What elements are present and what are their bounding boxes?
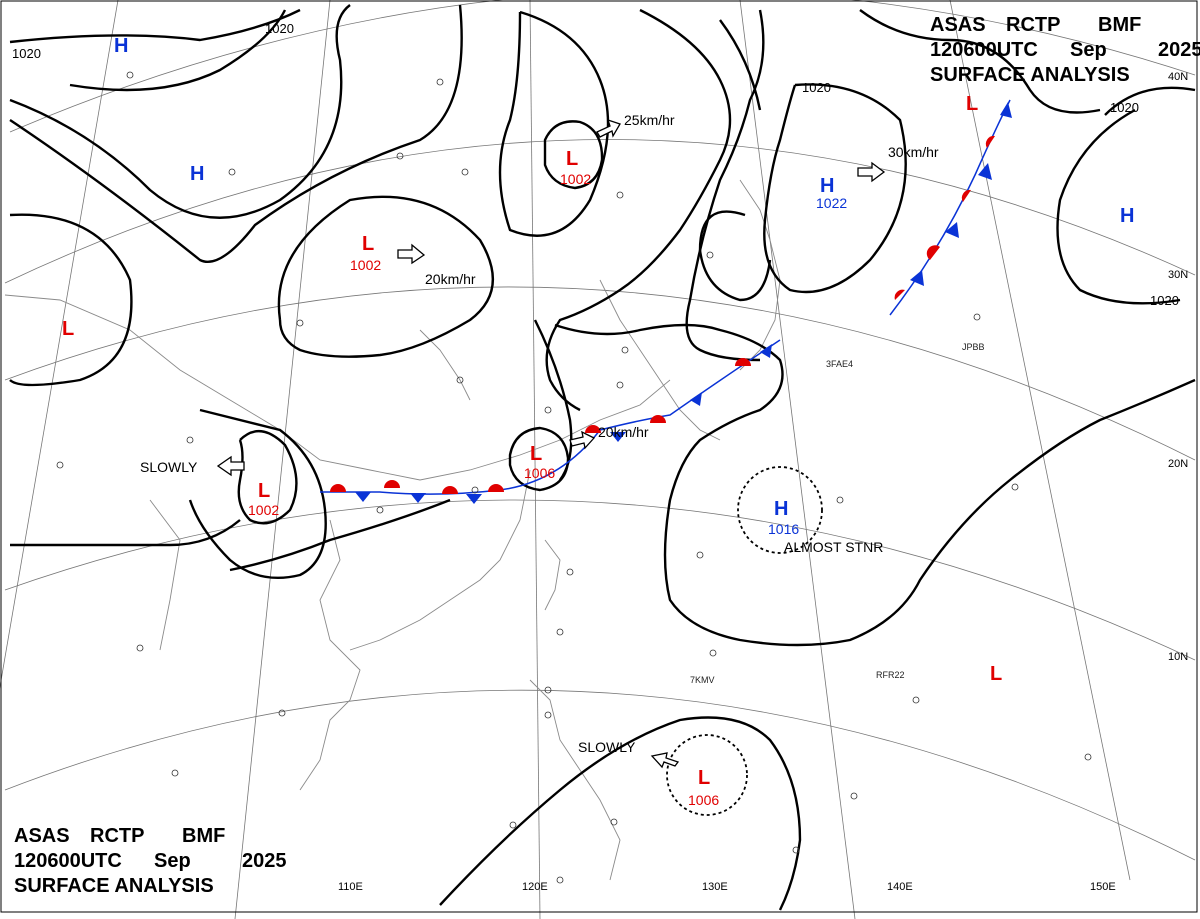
isobars <box>9 4 1196 911</box>
high-center-symbol: H <box>774 498 788 520</box>
stationary-front-northeast <box>889 99 1012 316</box>
low-center-symbol: L <box>990 663 1002 685</box>
latitude-label: 10N <box>1168 651 1188 663</box>
longitude-label: 110E <box>338 881 363 893</box>
header-product: SURFACE ANALYSIS <box>14 875 214 897</box>
motion-label: 25km/hr <box>624 112 675 128</box>
low-center-symbol: L <box>258 480 270 502</box>
station-id-label: 3FAE4 <box>826 359 853 369</box>
motion-label: 20km/hr <box>598 424 649 440</box>
low-center-pressure: 1002 <box>248 502 279 518</box>
low-center-pressure: 1002 <box>350 257 381 273</box>
stationary-front-main <box>320 339 781 504</box>
low-center-pressure: 1002 <box>560 171 591 187</box>
low-center-symbol: L <box>530 443 542 465</box>
station-id-label: 7KMV <box>690 675 715 685</box>
low-center-symbol: L <box>566 148 578 170</box>
header-agency: ASAS <box>930 14 986 36</box>
low-center-symbol: L <box>966 93 978 115</box>
motion-labels: 25km/hr 20km/hr 20km/hr SLOWLY SLOWLY 30… <box>140 112 939 755</box>
high-center-symbol: H <box>820 175 834 197</box>
coastlines <box>4 179 781 881</box>
station-id-label: RFR22 <box>876 670 905 680</box>
motion-label: SLOWLY <box>578 739 636 755</box>
header-bottom: ASAS RCTP BMF 120600UTC Sep 2025 SURFACE… <box>14 824 287 899</box>
header-year: 2025 <box>1158 39 1200 61</box>
low-center-symbol: L <box>362 233 374 255</box>
header-office: BMF <box>1098 14 1142 36</box>
station-id-label: JPBB <box>962 342 985 352</box>
isobar-label: 1020 <box>802 80 831 95</box>
latitude-label: 20N <box>1168 458 1188 470</box>
header-agency: ASAS <box>14 825 70 847</box>
isobar-label: 1020 <box>1150 293 1179 308</box>
high-center-pressure: 1022 <box>816 195 847 211</box>
header-year: 2025 <box>242 850 287 872</box>
low-center-pressure: 1006 <box>688 792 719 808</box>
header-station: RCTP <box>90 825 145 847</box>
motion-label: 30km/hr <box>888 144 939 160</box>
isobar-labels: 1020 1020 1020 1020 1020 <box>12 21 1179 308</box>
low-center-pressure: 1006 <box>524 465 555 481</box>
header-station: RCTP <box>1006 14 1061 36</box>
motion-label: 20km/hr <box>425 271 476 287</box>
longitude-label: 150E <box>1090 881 1116 893</box>
coordinate-labels: 110E 120E 130E 140E 150E 40N 30N 20N 10N <box>338 71 1188 893</box>
isobar-label: 1020 <box>265 21 294 36</box>
isobar-label: 1020 <box>12 46 41 61</box>
latitude-label: 30N <box>1168 269 1188 281</box>
pressure-centers: L 1002 L 1002 L 1006 L 1002 L 1006 H 102… <box>62 35 1134 808</box>
low-center-symbol: L <box>62 318 74 340</box>
longitude-label: 120E <box>522 881 548 893</box>
motion-label: SLOWLY <box>140 459 198 475</box>
header-office: BMF <box>182 825 226 847</box>
low-center-symbol: L <box>698 767 710 789</box>
header-month: Sep <box>1070 39 1107 61</box>
high-center-symbol: H <box>1120 205 1134 227</box>
high-center-symbol: H <box>190 163 204 185</box>
motion-arrows <box>216 118 886 769</box>
latitude-label: 40N <box>1168 71 1188 83</box>
high-center-symbol: H <box>114 35 128 57</box>
high-center-pressure: 1016 <box>768 521 799 537</box>
header-top: ASAS RCTP BMF 120600UTC Sep 2025 SURFACE… <box>930 13 1200 88</box>
station-markers <box>56 71 1092 884</box>
header-time: 120600UTC <box>14 850 122 872</box>
header-time: 120600UTC <box>930 39 1038 61</box>
isobar-label: 1020 <box>1110 100 1139 115</box>
longitude-label: 130E <box>702 881 728 893</box>
longitude-label: 140E <box>887 881 913 893</box>
motion-label: ALMOST STNR <box>784 539 883 555</box>
header-product: SURFACE ANALYSIS <box>930 64 1130 86</box>
dashed-isobars <box>666 466 823 816</box>
header-month: Sep <box>154 850 191 872</box>
station-ids: 3FAE4 JPBB RFR22 7KMV <box>690 342 985 685</box>
